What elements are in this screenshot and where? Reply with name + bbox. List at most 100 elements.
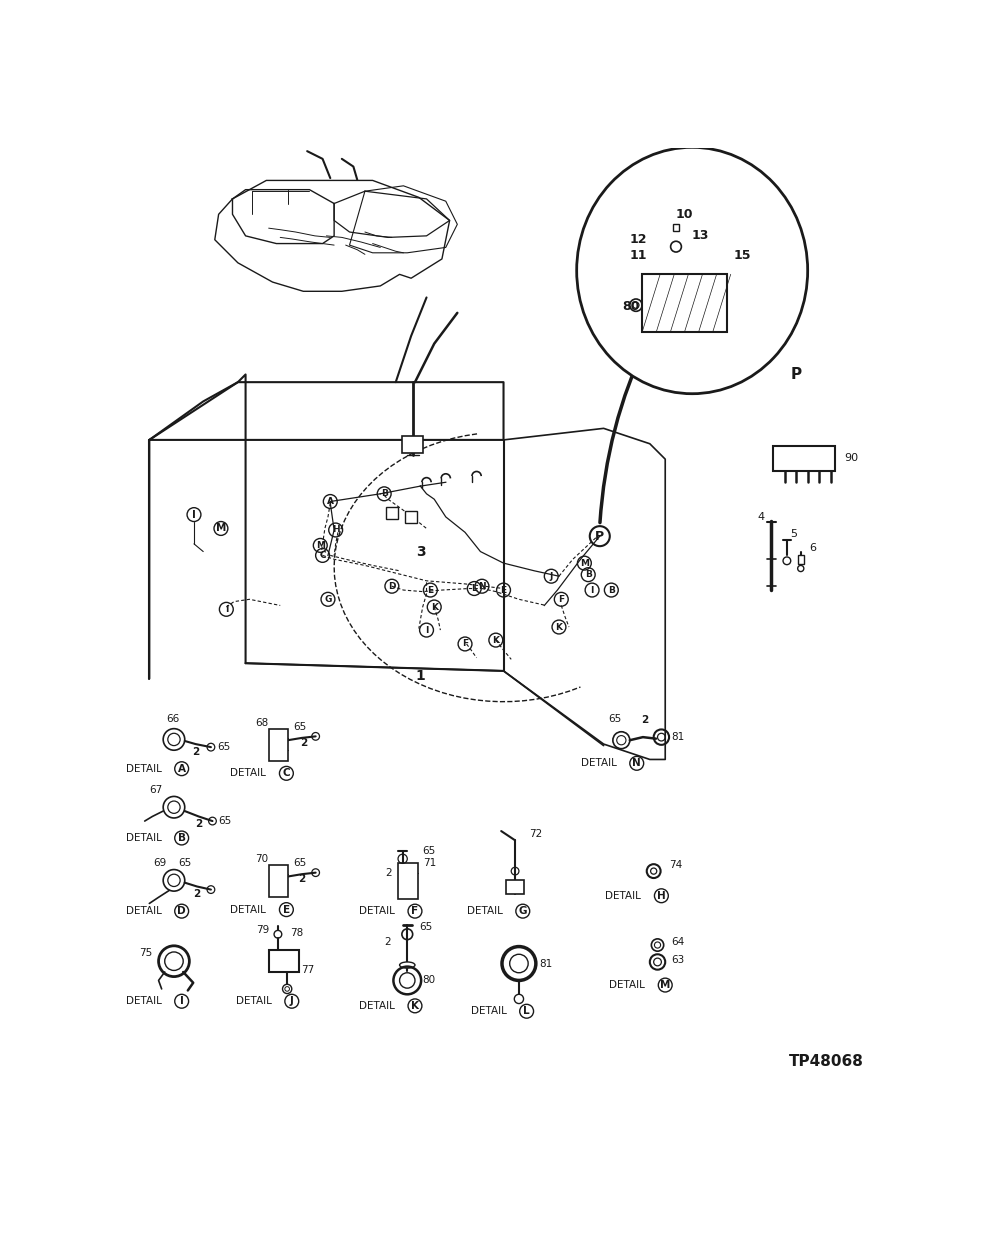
Text: DETAIL: DETAIL (467, 906, 503, 916)
Text: 5: 5 (790, 529, 797, 539)
Text: J: J (549, 571, 553, 581)
Text: I: I (590, 586, 594, 595)
Text: DETAIL: DETAIL (231, 905, 266, 914)
Text: 77: 77 (301, 965, 314, 975)
Text: 65: 65 (217, 742, 231, 753)
Text: DETAIL: DETAIL (606, 891, 642, 901)
Text: 2: 2 (384, 937, 391, 946)
Text: M: M (580, 559, 589, 568)
Text: DETAIL: DETAIL (126, 996, 161, 1006)
Text: 2: 2 (193, 890, 201, 900)
Text: F: F (412, 906, 419, 916)
Text: F: F (462, 639, 468, 648)
Text: 81: 81 (539, 959, 552, 969)
Text: F: F (558, 595, 564, 603)
Text: 63: 63 (671, 955, 685, 965)
Text: TP48068: TP48068 (789, 1054, 864, 1069)
Text: 75: 75 (140, 949, 152, 959)
Text: 69: 69 (153, 859, 166, 869)
Text: E: E (501, 586, 507, 595)
Bar (269, 865, 288, 897)
Text: 1: 1 (416, 669, 426, 684)
Bar (673, 223, 679, 231)
Text: K: K (492, 636, 499, 644)
Text: 4: 4 (758, 512, 765, 522)
Text: D: D (177, 906, 186, 916)
Circle shape (670, 242, 681, 252)
Bar (506, 880, 525, 895)
Text: M: M (660, 980, 670, 990)
Text: G: G (519, 906, 527, 916)
Text: 64: 64 (671, 937, 685, 946)
Text: B: B (585, 570, 592, 579)
Text: N: N (633, 759, 642, 769)
Text: 74: 74 (669, 860, 682, 870)
Text: 80: 80 (622, 300, 640, 313)
Text: 65: 65 (609, 713, 622, 723)
Text: 2: 2 (385, 868, 392, 877)
Text: 65: 65 (219, 816, 232, 826)
Text: 6: 6 (809, 543, 816, 553)
Bar (405, 511, 418, 523)
Text: D: D (388, 581, 396, 591)
Bar (643, 274, 727, 332)
Bar (386, 507, 398, 520)
Text: K: K (431, 602, 438, 612)
Bar (269, 728, 288, 761)
Text: 78: 78 (290, 928, 304, 939)
Bar (398, 864, 418, 898)
Text: K: K (411, 1001, 419, 1011)
Text: L: L (524, 1006, 530, 1017)
Text: 81: 81 (671, 732, 685, 742)
Text: DETAIL: DETAIL (359, 1001, 395, 1011)
Text: 80: 80 (423, 975, 436, 986)
Text: 65: 65 (294, 722, 307, 732)
Bar (773, 445, 835, 470)
Text: N: N (478, 581, 486, 591)
Text: DETAIL: DETAIL (470, 1006, 507, 1017)
Text: DETAIL: DETAIL (236, 996, 271, 1006)
Text: 2: 2 (192, 747, 199, 756)
Text: I: I (192, 510, 196, 520)
Text: DETAIL: DETAIL (581, 759, 617, 769)
Text: 10: 10 (676, 207, 693, 221)
Text: DETAIL: DETAIL (359, 906, 395, 916)
Bar (268, 950, 300, 972)
Text: 2: 2 (641, 716, 648, 726)
Text: P: P (791, 366, 802, 383)
Ellipse shape (576, 147, 808, 394)
Text: DETAIL: DETAIL (231, 769, 266, 779)
Bar (798, 554, 804, 564)
Text: B: B (177, 833, 186, 843)
Text: 12: 12 (630, 233, 647, 247)
Text: 2: 2 (300, 738, 307, 748)
Text: E: E (283, 905, 290, 914)
Text: 79: 79 (255, 926, 269, 935)
Text: 65: 65 (294, 859, 307, 869)
Text: J: J (290, 996, 294, 1006)
Text: 65: 65 (420, 922, 433, 932)
Text: DETAIL: DETAIL (609, 980, 645, 990)
Bar (402, 436, 424, 453)
Text: 11: 11 (630, 248, 647, 262)
Text: 90: 90 (843, 453, 858, 464)
Ellipse shape (400, 963, 415, 969)
Text: M: M (216, 523, 226, 533)
Text: M: M (316, 540, 325, 550)
Text: H: H (332, 526, 340, 534)
Text: 15: 15 (734, 248, 751, 262)
Text: 3: 3 (417, 544, 426, 559)
Text: DETAIL: DETAIL (126, 764, 161, 774)
Text: 72: 72 (529, 829, 543, 839)
Text: P: P (595, 529, 604, 543)
Text: 2: 2 (195, 819, 202, 829)
Text: DETAIL: DETAIL (126, 906, 161, 916)
Text: E: E (428, 586, 434, 595)
Text: 70: 70 (255, 854, 268, 864)
Text: 67: 67 (148, 785, 162, 795)
Text: C: C (282, 769, 290, 779)
Text: I: I (425, 626, 429, 634)
Text: B: B (608, 586, 615, 595)
Text: B: B (381, 490, 388, 499)
Text: L: L (471, 584, 477, 594)
